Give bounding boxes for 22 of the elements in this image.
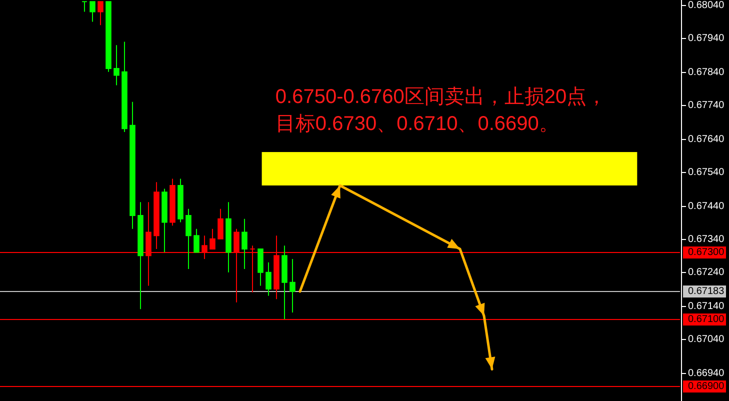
y-tick-label: 0.67040	[688, 334, 724, 345]
y-tick-label: 0.67840	[688, 67, 724, 78]
ref-label: 0.67183	[683, 286, 726, 298]
ref-line-label: 0.67300	[688, 247, 725, 258]
annotation: 0.6750-0.6760区间卖出，止损20点，	[275, 86, 607, 108]
y-tick-label: 0.66940	[688, 368, 724, 379]
ref-label: 0.67300	[683, 246, 726, 258]
y-tick-label: 0.67740	[688, 100, 724, 111]
y-tick-label: 0.67640	[688, 134, 724, 145]
ref-line-label: 0.67100	[688, 314, 725, 325]
annotation: 目标0.6730、0.6710、0.6690。	[275, 113, 559, 135]
ref-label: 0.67100	[683, 314, 726, 326]
ref-label: 0.66900	[683, 380, 726, 392]
y-tick-label: 0.67940	[688, 33, 724, 44]
y-tick-label: 0.67440	[688, 201, 724, 212]
y-tick-label: 0.67140	[688, 301, 724, 312]
ref-line-label: 0.66900	[688, 381, 725, 392]
ref-line-label: 0.67183	[688, 286, 725, 297]
y-tick-label: 0.67540	[688, 167, 724, 178]
y-tick-label: 0.67240	[688, 267, 724, 278]
y-tick-label: 0.68040	[688, 0, 724, 11]
y-tick-label: 0.67340	[688, 234, 724, 245]
